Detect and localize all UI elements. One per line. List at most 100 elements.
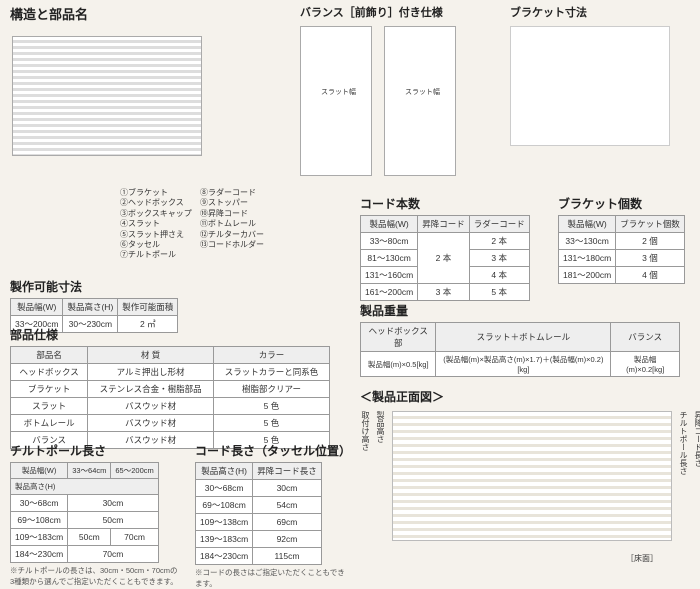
legend-item: ⑩昇降コード bbox=[200, 209, 264, 219]
th: バランス bbox=[611, 323, 680, 352]
td: アルミ押出し形材 bbox=[88, 364, 214, 381]
th: 昇降コード bbox=[418, 216, 470, 233]
label-slat-width: スラット幅 bbox=[405, 87, 440, 97]
td: 54cm bbox=[253, 497, 322, 514]
td: 30～68cm bbox=[11, 495, 68, 512]
td: 4 個 bbox=[616, 267, 685, 284]
td: 5 本 bbox=[469, 284, 529, 301]
th: 製品幅(W) bbox=[11, 463, 68, 479]
th: スラット＋ボトムレール bbox=[436, 323, 611, 352]
td: 131～180cm bbox=[559, 250, 616, 267]
title-make-dim: 製作可能寸法 bbox=[10, 278, 178, 295]
label-slat-width: スラット幅 bbox=[321, 87, 356, 97]
th: 65～200cm bbox=[111, 463, 158, 479]
td: 2 本 bbox=[418, 233, 470, 284]
legend-item: ⑬コードホルダー bbox=[200, 240, 264, 250]
td: スラットカラーと同系色 bbox=[213, 364, 329, 381]
label-tilt-pole-len: チルトポール長さ bbox=[679, 411, 688, 475]
th: 製作可能面積 bbox=[118, 299, 178, 316]
diagram-bracket-dim bbox=[510, 26, 670, 146]
th: 製品高さ(H) bbox=[196, 463, 253, 480]
title-bracket-dim: ブラケット寸法 bbox=[510, 4, 670, 20]
legend-item: ⑦チルトポール bbox=[120, 250, 192, 260]
th: ラダーコード bbox=[469, 216, 529, 233]
td: 3 本 bbox=[469, 250, 529, 267]
th: 製品幅(W) bbox=[559, 216, 616, 233]
legend-item: ⑨ストッパー bbox=[200, 198, 264, 208]
legend-item: ⑫チルターカバー bbox=[200, 230, 264, 240]
td: 161～200cm bbox=[361, 284, 418, 301]
diagram-structure bbox=[12, 24, 212, 184]
td: 184～230cm bbox=[196, 548, 253, 565]
td: 4 本 bbox=[469, 267, 529, 284]
table-parts-spec: 部品名材 質カラー ヘッドボックスアルミ押出し形材スラットカラーと同系色 ブラケ… bbox=[10, 346, 330, 449]
th: 製品高さ(H) bbox=[11, 479, 159, 495]
parts-legend: ①ブラケット ②ヘッドボックス ③ボックスキャップ ④スラット ⑤スラット押さえ… bbox=[120, 188, 270, 261]
td: 5 色 bbox=[213, 415, 329, 432]
td: 2 個 bbox=[616, 233, 685, 250]
td: 50cm bbox=[68, 529, 111, 546]
note-tilt: ※チルトポールの長さは、30cm・50cm・70cmの3種類から選んでご指定いた… bbox=[10, 565, 180, 587]
legend-item: ⑤スラット押さえ bbox=[120, 230, 192, 240]
td: 製品幅(m)×0.5[kg] bbox=[361, 352, 436, 377]
label-mount-height: 取付け高さ bbox=[361, 411, 370, 451]
td: スラット bbox=[11, 398, 88, 415]
th: ヘッドボックス部 bbox=[361, 323, 436, 352]
title-tilt-len: チルトポール長さ bbox=[10, 442, 180, 459]
diagram-front-view bbox=[392, 411, 672, 541]
label-lift-cord-len: 昇降コード長さ bbox=[694, 411, 700, 467]
td: 30cm bbox=[253, 480, 322, 497]
td: 50cm bbox=[68, 512, 159, 529]
th: 製品高さ(H) bbox=[63, 299, 118, 316]
td: 81～130cm bbox=[361, 250, 418, 267]
table-weight: ヘッドボックス部スラット＋ボトムレールバランス 製品幅(m)×0.5[kg] (… bbox=[360, 322, 680, 377]
th: 製品幅(W) bbox=[361, 216, 418, 233]
th: カラー bbox=[213, 347, 329, 364]
td: 181～200cm bbox=[559, 267, 616, 284]
td: 30cm bbox=[68, 495, 159, 512]
td: 製品幅(m)×0.2[kg] bbox=[611, 352, 680, 377]
td: 131～160cm bbox=[361, 267, 418, 284]
td: 115cm bbox=[253, 548, 322, 565]
td: ヘッドボックス bbox=[11, 364, 88, 381]
th: 製品幅(W) bbox=[11, 299, 63, 316]
td: 109～183cm bbox=[11, 529, 68, 546]
td: (製品幅(m)×製品高さ(m)×1.7)＋(製品幅(m)×0.2)[kg] bbox=[436, 352, 611, 377]
legend-item: ⑥タッセル bbox=[120, 240, 192, 250]
label-floor: ［床面］ bbox=[360, 553, 700, 564]
title-front-view: ＜製品正面図＞ bbox=[360, 388, 700, 405]
title-weight: 製品重量 bbox=[360, 302, 680, 319]
table-cord-len: 製品高さ(H)昇降コード長さ 30～68cm30cm 69～108cm54cm … bbox=[195, 462, 322, 565]
td: 69～108cm bbox=[11, 512, 68, 529]
td: 33～80cm bbox=[361, 233, 418, 250]
title-cord-count: コード本数 bbox=[360, 195, 530, 212]
td: 139～183cm bbox=[196, 531, 253, 548]
td: ボトムレール bbox=[11, 415, 88, 432]
label-product-height: 製品高さ bbox=[376, 411, 385, 443]
legend-item: ⑧ラダーコード bbox=[200, 188, 264, 198]
table-tilt-len: 製品幅(W) 33～64cm 65～200cm 製品高さ(H) 30～68cm3… bbox=[10, 462, 159, 563]
th: 33～64cm bbox=[68, 463, 111, 479]
td: 70cm bbox=[68, 546, 159, 563]
diagram-valance-1: スラット幅 bbox=[300, 26, 372, 176]
td: ブラケット bbox=[11, 381, 88, 398]
td: バスウッド材 bbox=[88, 415, 214, 432]
td: 2 本 bbox=[469, 233, 529, 250]
table-cord-count: 製品幅(W) 昇降コード ラダーコード 33～80cm2 本2 本 81～130… bbox=[360, 215, 530, 301]
td: 33～130cm bbox=[559, 233, 616, 250]
td: 69～108cm bbox=[196, 497, 253, 514]
td: 3 本 bbox=[418, 284, 470, 301]
td: 69cm bbox=[253, 514, 322, 531]
th: ブラケット個数 bbox=[616, 216, 685, 233]
th: 材 質 bbox=[88, 347, 214, 364]
title-cord-len: コード長さ（タッセル位置） bbox=[195, 442, 351, 459]
title-valance: バランス［前飾り］付き仕様 bbox=[300, 4, 456, 20]
diagram-valance-2: スラット幅 bbox=[384, 26, 456, 176]
td: 樹脂部クリアー bbox=[213, 381, 329, 398]
title-parts-spec: 部品仕様 bbox=[10, 326, 330, 343]
td: 184～230cm bbox=[11, 546, 68, 563]
td: ステンレス合金・樹脂部品 bbox=[88, 381, 214, 398]
td: 70cm bbox=[111, 529, 158, 546]
legend-item: ①ブラケット bbox=[120, 188, 192, 198]
legend-item: ⑪ボトムレール bbox=[200, 219, 264, 229]
